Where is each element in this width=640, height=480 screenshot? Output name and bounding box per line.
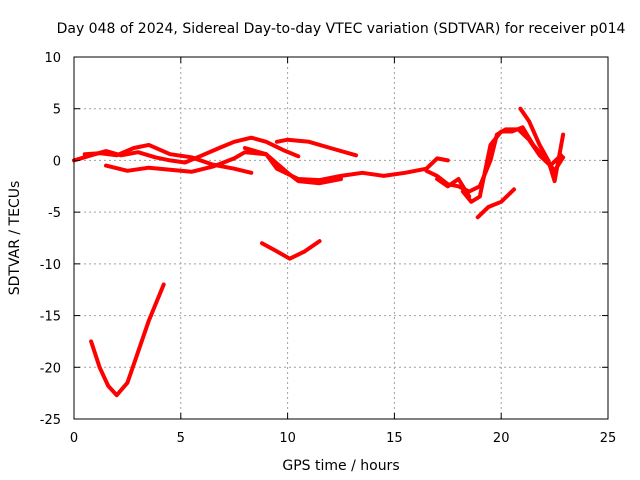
plot-frame: [73, 56, 609, 420]
y-axis-title: SDTVAR / TECUs: [7, 181, 23, 296]
chart-title: Day 048 of 2024, Sidereal Day-to-day VTE…: [57, 21, 626, 37]
y-tick-label: 10: [44, 51, 61, 66]
series-arc-3: [104, 150, 450, 183]
y-tick-label: -25: [40, 413, 61, 428]
x-tick-label: 15: [386, 431, 403, 446]
y-tick-label: -10: [40, 258, 61, 273]
x-tick-label: 0: [70, 431, 78, 446]
y-tick-label: 5: [53, 103, 61, 118]
y-tick-label: -15: [40, 310, 61, 325]
series-arc-5: [274, 137, 358, 158]
series-arc-10: [518, 106, 566, 184]
series-arc-1: [72, 135, 301, 165]
y-tick-label: 0: [53, 154, 61, 169]
x-axis-title: GPS time / hours: [282, 458, 399, 474]
x-tick-label: 10: [279, 431, 296, 446]
x-tick-label: 5: [177, 431, 185, 446]
x-tick-label: 25: [600, 431, 617, 446]
series-arc-2: [82, 142, 254, 175]
y-tick-label: -5: [48, 206, 61, 221]
grid: [74, 57, 608, 419]
series-arc-6: [260, 239, 322, 261]
series-arc-4: [242, 146, 343, 186]
series-arc-7: [89, 282, 166, 398]
x-axis: 0 5 10 15 20 25: [70, 57, 616, 446]
x-tick-label: 20: [493, 431, 510, 446]
series-group: [72, 106, 566, 398]
y-tick-label: -20: [40, 361, 61, 376]
y-axis: 10 5 0 -5 -10 -15 -20 -25: [40, 51, 608, 428]
series-arc-12: [435, 177, 472, 199]
series-arc-11: [475, 187, 516, 220]
